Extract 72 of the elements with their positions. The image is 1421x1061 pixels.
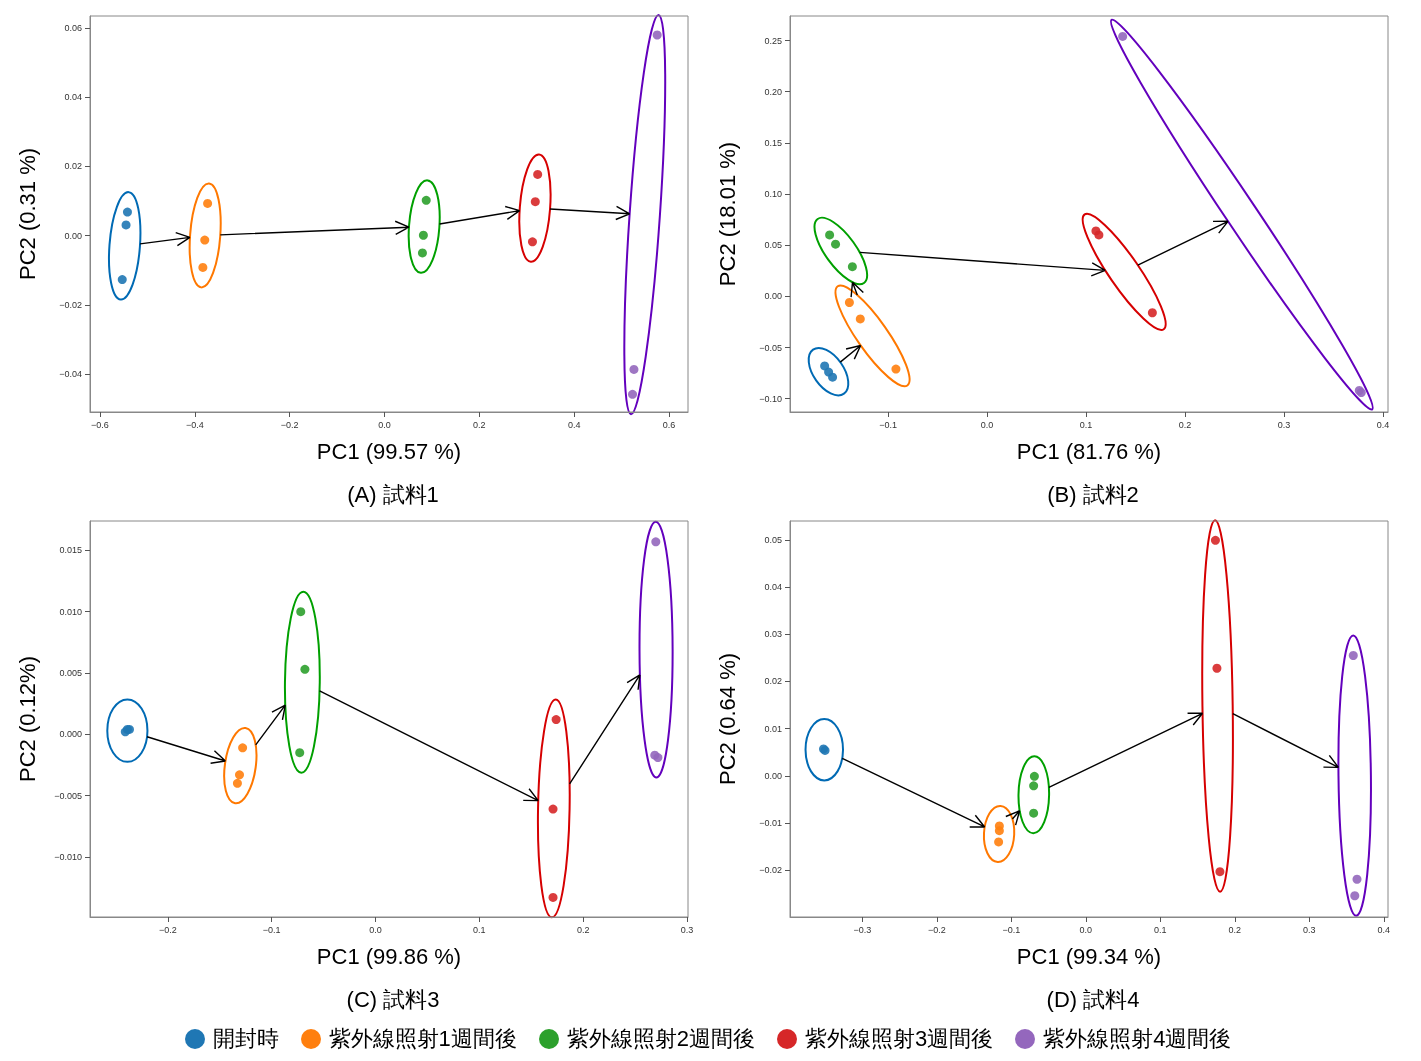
legend-label: 紫外線照射1週間後	[328, 1025, 517, 1053]
x-tick-label: −0.2	[927, 924, 946, 935]
x-tick-label: −0.2	[280, 419, 299, 430]
x-tick-label: −0.6	[91, 419, 109, 430]
x-axis-title: PC1 (99.57 %)	[316, 438, 462, 464]
y-axis-title: PC2 (0.12%)	[14, 656, 40, 782]
x-tick-label: 0.2	[1228, 924, 1242, 935]
legend-label: 紫外線照射4週間後	[1043, 1025, 1232, 1053]
legend-label: 紫外線照射2週間後	[566, 1025, 755, 1053]
x-tick-label: 0.0	[369, 924, 382, 935]
text: (D) 試料4	[1046, 986, 1140, 1012]
text: (A) 試料1	[347, 481, 439, 507]
x-tick-label: 0.0	[980, 419, 994, 430]
x-tick-label: 0.0	[378, 419, 391, 430]
y-tick-label: 0.010	[59, 606, 82, 617]
y-tick-label: 0.04	[764, 582, 782, 593]
x-tick-label: 0.1	[473, 924, 486, 935]
y-tick-label: 0.00	[764, 770, 782, 781]
x-tick-label: 0.4	[1377, 924, 1391, 935]
text: (C) 試料3	[346, 986, 440, 1012]
legend-label: 紫外線照射3週間後	[805, 1025, 994, 1053]
x-tick-label: 0.4	[1376, 419, 1390, 430]
x-tick-label: 0.3	[1277, 419, 1291, 430]
y-tick-label: −0.10	[759, 393, 782, 404]
y-tick-label: −0.01	[759, 818, 782, 829]
x-tick-label: −0.1	[262, 924, 281, 935]
x-tick-label: 0.2	[473, 419, 486, 430]
y-tick-label: 0.05	[764, 534, 782, 545]
y-tick-label: −0.010	[54, 851, 82, 862]
y-tick-label: 0.02	[764, 676, 782, 687]
y-tick-label: 0.02	[64, 161, 82, 172]
y-tick-label: 0.05	[764, 240, 782, 251]
x-tick-label: 0.4	[567, 419, 581, 430]
y-tick-label: 0.06	[64, 23, 82, 34]
x-tick-label: 0.3	[1303, 924, 1316, 935]
x-tick-label: 0.2	[576, 924, 590, 935]
y-tick-label: 0.01	[764, 723, 782, 734]
x-tick-label: 0.2	[1178, 419, 1192, 430]
x-axis-title: PC1 (99.34 %)	[1016, 943, 1162, 969]
y-tick-label: −0.05	[759, 342, 782, 353]
x-tick-label: −0.4	[185, 419, 204, 430]
y-tick-label: −0.02	[59, 299, 82, 310]
y-tick-label: −0.02	[759, 865, 782, 876]
x-tick-label: −0.1	[1002, 924, 1021, 935]
x-tick-label: 0.6	[662, 419, 676, 430]
y-tick-label: 0.20	[764, 86, 782, 97]
text: (B) 試料2	[1047, 481, 1139, 507]
x-tick-label: 0.1	[1154, 924, 1167, 935]
y-tick-label: 0.03	[764, 629, 782, 640]
x-tick-label: −0.1	[879, 419, 897, 430]
x-tick-label: −0.3	[853, 924, 872, 935]
y-tick-label: 0.04	[64, 92, 82, 103]
y-tick-label: 0.00	[764, 291, 782, 302]
y-tick-label: 0.15	[764, 137, 782, 148]
y-tick-label: 0.00	[64, 230, 82, 241]
y-axis-title: PC2 (0.64 %)	[714, 652, 740, 786]
y-tick-label: −0.005	[54, 790, 82, 801]
y-axis-title: PC2 (18.01 %)	[714, 141, 740, 287]
x-tick-label: 0.1	[1079, 419, 1093, 430]
x-axis-title: PC1 (81.76 %)	[1016, 438, 1162, 464]
x-tick-label: 0.0	[1079, 924, 1093, 935]
x-axis-title: PC1 (99.86 %)	[316, 943, 462, 969]
y-tick-label: 0.10	[764, 189, 782, 200]
y-axis-title: PC2 (0.31 %)	[14, 147, 40, 281]
y-tick-label: −0.04	[59, 368, 82, 379]
y-tick-label: 0.000	[59, 729, 82, 740]
x-tick-label: 0.3	[680, 924, 694, 935]
x-tick-label: −0.2	[158, 924, 177, 935]
y-tick-label: 0.015	[59, 545, 82, 556]
legend-label: 開封時	[212, 1025, 279, 1053]
y-tick-label: 0.25	[764, 35, 782, 46]
y-tick-label: 0.005	[59, 668, 82, 679]
